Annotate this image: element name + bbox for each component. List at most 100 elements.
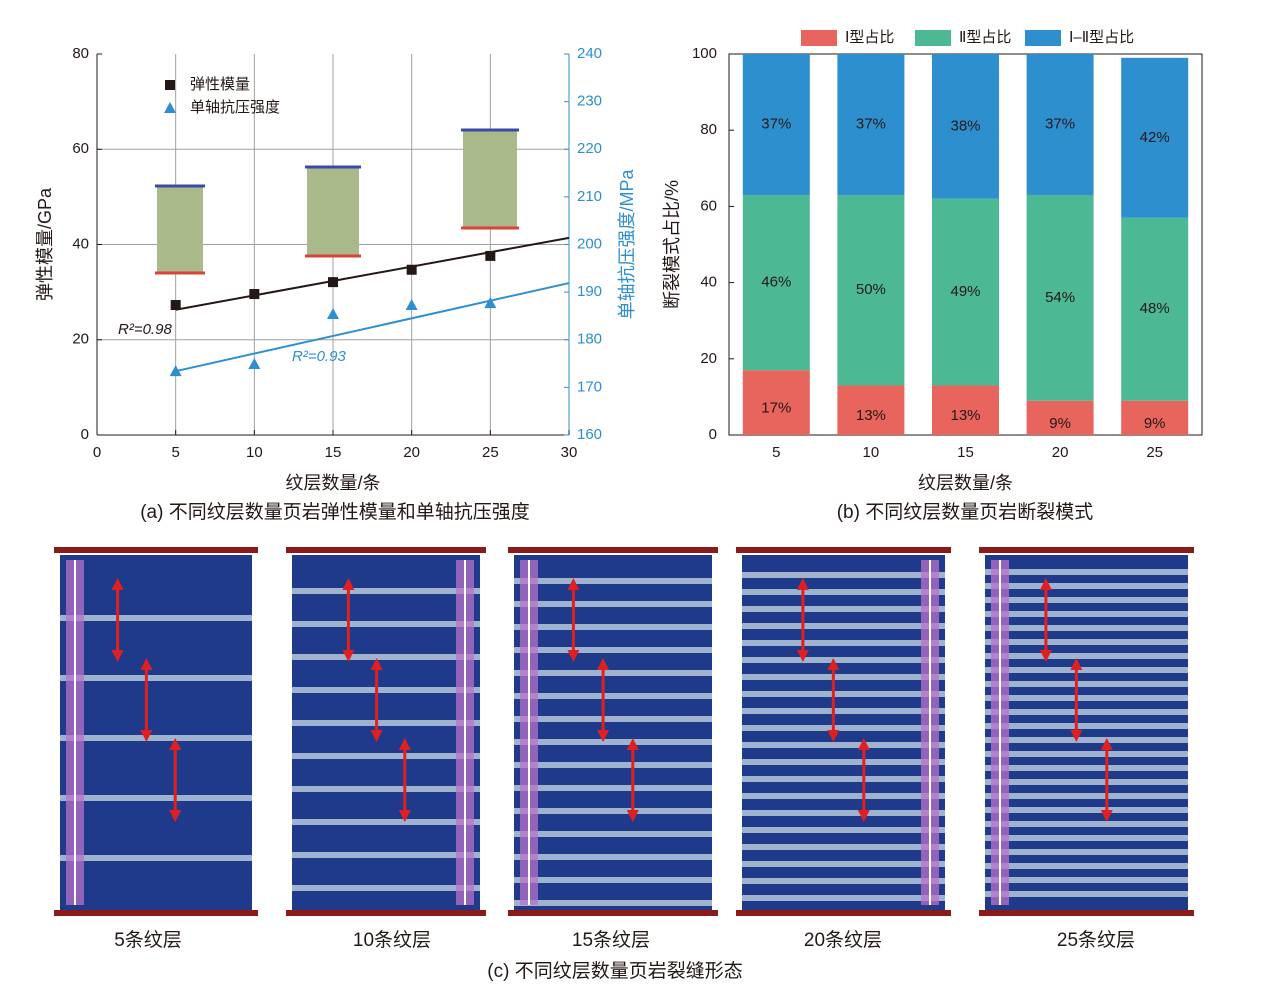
lamina xyxy=(985,569,1188,575)
specimen-body xyxy=(292,555,480,910)
legend-marker xyxy=(164,102,176,113)
point xyxy=(248,358,261,370)
value-label: 13% xyxy=(950,407,980,424)
lamina xyxy=(985,863,1188,869)
specimen xyxy=(979,547,1194,916)
lamina xyxy=(742,776,945,782)
x-tick-label: 5 xyxy=(171,444,179,461)
y2-tick-label: 220 xyxy=(577,140,602,157)
point xyxy=(405,298,418,310)
loading-plate xyxy=(736,547,951,553)
lamina xyxy=(742,861,945,867)
lamina xyxy=(60,615,252,621)
caption: (c) 不同纹层数量页岩裂缝形态 xyxy=(487,960,742,982)
y-tick-label: 0 xyxy=(709,426,717,443)
value-label: 46% xyxy=(761,274,791,291)
value-label: 37% xyxy=(856,115,886,132)
value-label: 9% xyxy=(1144,415,1166,432)
y-tick-label: 20 xyxy=(700,350,717,367)
y-tick-label: 20 xyxy=(72,331,89,348)
value-label: 50% xyxy=(856,281,886,298)
value-label: 38% xyxy=(950,117,980,134)
fit-label: R²=0.93 xyxy=(292,348,346,365)
bar-segment xyxy=(1121,217,1189,401)
legend-swatch xyxy=(1025,30,1061,46)
legend-label: 弹性模量 xyxy=(190,76,250,93)
lamina xyxy=(514,808,712,814)
value-label: 49% xyxy=(950,283,980,300)
specimen-label: 10条纹层 xyxy=(353,929,431,951)
lamina xyxy=(985,877,1188,883)
fit-line xyxy=(175,282,570,373)
bar-segment xyxy=(1121,400,1189,435)
x-axis-label: 纹层数量/条 xyxy=(918,473,1013,493)
value-label: 48% xyxy=(1140,300,1170,317)
lamina xyxy=(292,753,480,759)
lamina xyxy=(985,695,1188,701)
legend-label: 单轴抗压强度 xyxy=(190,99,280,116)
lamina xyxy=(292,819,480,825)
bar-segment xyxy=(932,198,999,386)
lamina xyxy=(742,759,945,765)
lamina xyxy=(985,807,1188,813)
value-label: 42% xyxy=(1140,129,1170,146)
value-label: 54% xyxy=(1045,289,1075,306)
lamina xyxy=(514,693,712,699)
x-tick-label: 15 xyxy=(957,444,974,461)
specimen-label: 15条纹层 xyxy=(572,929,650,951)
specimen-body xyxy=(514,555,712,910)
lamina xyxy=(292,687,480,693)
y-tick-label: 60 xyxy=(72,140,89,157)
y2-tick-label: 160 xyxy=(577,426,602,443)
lamina xyxy=(985,737,1188,743)
lamina xyxy=(985,849,1188,855)
legend-swatch xyxy=(915,30,951,46)
lamina xyxy=(60,795,252,801)
point xyxy=(170,299,181,310)
lamina xyxy=(514,716,712,722)
legend-label: Ⅰ–Ⅱ型占比 xyxy=(1069,29,1134,46)
x-tick-label: 10 xyxy=(863,444,880,461)
lamina xyxy=(985,821,1188,827)
point xyxy=(327,308,339,320)
y-tick-label: 40 xyxy=(700,274,717,291)
lamina xyxy=(292,588,480,594)
lamina xyxy=(292,621,480,627)
y-tick-label: 100 xyxy=(692,45,717,62)
specimen-body xyxy=(985,555,1188,910)
x-tick-label: 5 xyxy=(772,444,780,461)
lamina xyxy=(292,852,480,858)
x-axis-label: 纹层数量/条 xyxy=(285,473,380,493)
y-tick-label: 0 xyxy=(81,426,89,443)
x-tick-label: 25 xyxy=(1146,444,1163,461)
lamina xyxy=(985,681,1188,687)
lamina xyxy=(985,639,1188,645)
lamina xyxy=(514,601,712,607)
lamina xyxy=(514,624,712,630)
loading-plate xyxy=(286,910,486,916)
lamina xyxy=(60,855,252,861)
value-label: 9% xyxy=(1049,415,1071,432)
specimen xyxy=(508,547,718,916)
lamina xyxy=(985,709,1188,715)
bar-segment xyxy=(1026,400,1094,435)
lamina xyxy=(742,742,945,748)
point xyxy=(249,289,260,300)
point xyxy=(328,277,338,288)
bar-segment xyxy=(742,370,810,435)
lamina xyxy=(742,623,945,629)
specimen xyxy=(286,547,486,916)
loading-plate xyxy=(286,547,486,553)
y2-axis-label: 单轴抗压强度/MPa xyxy=(617,169,637,320)
y-axis-label: 断裂模式占比/% xyxy=(662,180,682,309)
lamina xyxy=(60,675,252,681)
lamina xyxy=(985,667,1188,673)
bar-segment xyxy=(837,194,905,386)
lamina xyxy=(985,765,1188,771)
lamina xyxy=(514,831,712,837)
lamina xyxy=(985,611,1188,617)
lamina xyxy=(292,885,480,891)
point xyxy=(406,264,417,275)
lamina xyxy=(985,835,1188,841)
lamina xyxy=(514,739,712,745)
